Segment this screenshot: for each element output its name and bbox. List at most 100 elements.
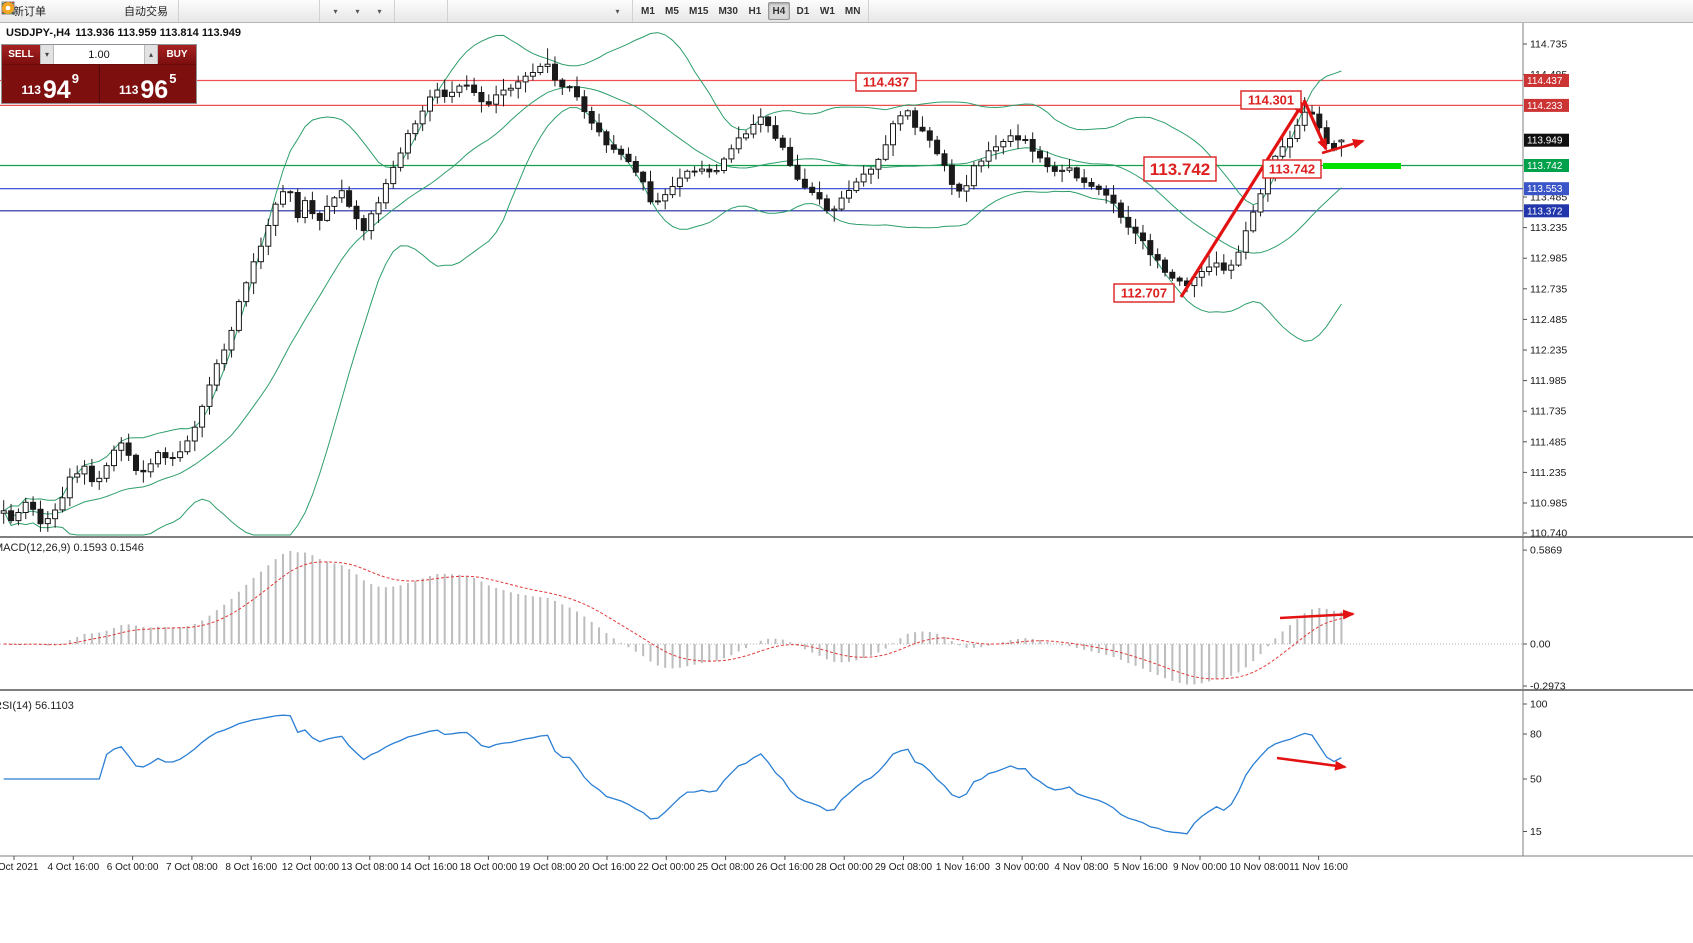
buy-price-sup: 5 [169, 71, 177, 86]
timeframe-m1-button[interactable]: M1 [641, 5, 655, 17]
svg-text:5 Nov 16:00: 5 Nov 16:00 [1114, 862, 1168, 873]
svg-text:4 Oct 16:00: 4 Oct 16:00 [47, 862, 99, 873]
svg-text:114.301: 114.301 [1248, 93, 1294, 108]
annotations[interactable]: 114.437 114.301 113.742 113.742 112.707 [855, 72, 1401, 771]
svg-text:11 Nov 16:00: 11 Nov 16:00 [1289, 862, 1348, 873]
sell-price-sup: 9 [71, 71, 79, 86]
sell-price-prefix: 113 [21, 83, 41, 97]
timeframe-mn-button[interactable]: MN [844, 5, 861, 17]
cursor-button[interactable] [4, 1, 421, 21]
svg-text:113.235: 113.235 [1530, 222, 1567, 234]
timeframe-w1-button[interactable]: W1 [819, 5, 835, 17]
timeframe-m5-button[interactable]: M5 [665, 5, 679, 17]
price-annotation-box[interactable]: 113.742 [1143, 156, 1217, 182]
svg-text:9 Nov 00:00: 9 Nov 00:00 [1173, 862, 1227, 873]
svg-text:13 Oct 08:00: 13 Oct 08:00 [341, 862, 399, 873]
trend-arrow[interactable] [1179, 101, 1305, 298]
buy-price-button[interactable]: 113 96 5 [100, 65, 197, 103]
vertical-line-tool-button[interactable] [7, 1, 474, 21]
text-tool-button[interactable]: A [4, 1, 584, 21]
fibonacci-tool-button[interactable] [2, 1, 562, 21]
timeframe-h4-button[interactable]: H4 [767, 2, 790, 20]
timeframe-h1-button[interactable]: H1 [748, 5, 762, 17]
trend-arrow[interactable] [1279, 609, 1355, 620]
svg-text:110.985: 110.985 [1530, 498, 1567, 510]
volume-input[interactable] [54, 45, 144, 64]
toolbar-group: ▾ ▾ ▾ [1, 0, 395, 22]
price-annotation-box[interactable]: 112.707 [1113, 283, 1175, 303]
buy-button[interactable]: BUY [158, 45, 196, 64]
price-annotation-box[interactable]: 113.742 [1262, 159, 1322, 179]
svg-text:20 Oct 16:00: 20 Oct 16:00 [578, 862, 636, 873]
svg-text:112.985: 112.985 [1530, 253, 1567, 265]
help-button[interactable]: ? [2, 1, 118, 21]
axis-price-tag-113.372: 113.372 [1524, 204, 1569, 218]
bar-chart-button[interactable] [2, 1, 205, 21]
chevron-down-icon: ▾ [377, 6, 382, 16]
macd-label: MACD(12,26,9) 0.1593 0.1546 [0, 542, 144, 554]
sell-price-button[interactable]: 113 94 9 [2, 65, 100, 103]
chevron-down-icon: ▾ [355, 6, 360, 16]
svg-text:15: 15 [1530, 826, 1542, 838]
autotrading-label: 自动交易 [124, 6, 168, 18]
trend-arrow[interactable] [1276, 756, 1347, 771]
line-chart-button[interactable] [1, 1, 249, 21]
channel-tool-button[interactable] [1, 1, 540, 21]
periods-button[interactable]: ▾ [2, 1, 368, 21]
label-tool-button[interactable]: T [4, 1, 606, 21]
svg-text:113.553: 113.553 [1527, 184, 1563, 195]
timeframe-d1-button[interactable]: D1 [796, 5, 810, 17]
charts-bar-button[interactable] [1, 1, 74, 21]
badge-icon [2, 2, 14, 14]
templates-button[interactable]: ▾ [1, 1, 390, 21]
symbol-period-label: USDJPY-,H4 [6, 27, 71, 39]
notification-button[interactable] [2, 1, 1552, 21]
trade-panel-controls: SELL ▾ ▴ BUY [2, 45, 196, 65]
volume-increase-button[interactable]: ▴ [144, 45, 158, 64]
tile-windows-button[interactable] [1, 1, 315, 21]
axis-price-tag-113.949: 113.949 [1524, 133, 1569, 147]
volume-decrease-button[interactable]: ▾ [40, 45, 54, 64]
trend-arrow[interactable] [1302, 99, 1328, 151]
arrows-tool-button[interactable]: ▾ [2, 1, 628, 21]
svg-text:28 Oct 00:00: 28 Oct 00:00 [816, 862, 874, 873]
chart-ohlc-title: USDJPY-,H4 113.936 113.959 113.814 113.94… [6, 27, 246, 39]
timeframe-m15-button[interactable]: M15 [689, 5, 709, 17]
svg-text:113.742: 113.742 [1150, 160, 1211, 179]
timeframe-m30-button[interactable]: M30 [718, 5, 738, 17]
svg-text:113.949: 113.949 [1527, 136, 1563, 147]
sell-button[interactable]: SELL [2, 45, 40, 64]
svg-text:12 Oct 00:00: 12 Oct 00:00 [282, 862, 340, 873]
svg-text:113.742: 113.742 [1269, 162, 1315, 177]
search-button[interactable] [1, 1, 1524, 21]
chevron-down-icon: ▾ [333, 6, 338, 16]
crosshair-button[interactable] [2, 1, 443, 21]
zoom-in-button[interactable] [1, 1, 271, 21]
svg-text:50: 50 [1530, 774, 1542, 786]
autotrading-button[interactable]: 自动交易 [4, 1, 174, 21]
price-annotation-box[interactable]: 114.301 [1240, 90, 1302, 110]
svg-text:112.235: 112.235 [1530, 345, 1567, 357]
indicators-button[interactable]: ▾ [1, 1, 346, 21]
candlestick-chart-button[interactable] [2, 1, 227, 21]
time-axis: 4 Oct 2021 4 Oct 16:00 6 Oct 00:00 7 Oct 08… [0, 856, 1348, 873]
candles [0, 48, 1345, 532]
svg-text:22 Oct 00:00: 22 Oct 00:00 [638, 862, 696, 873]
horizontal-line-tool-button[interactable] [2, 1, 496, 21]
navigator-button[interactable] [2, 1, 96, 21]
svg-text:3 Nov 00:00: 3 Nov 00:00 [995, 862, 1049, 873]
zoom-out-button[interactable] [1, 1, 293, 21]
svg-text:112.707: 112.707 [1121, 286, 1167, 301]
price-highlight-bar[interactable] [1323, 163, 1401, 169]
price-annotation-box[interactable]: 114.437 [855, 72, 917, 92]
rsi-panel: RSI(14) 56.1103 100 80 50 15 [0, 699, 1548, 839]
timeframe-group: M1 M5 M15 M30 H1 H4 D1 W1 MN [633, 0, 870, 22]
svg-text:19 Oct 08:00: 19 Oct 08:00 [519, 862, 577, 873]
svg-text:1 Nov 16:00: 1 Nov 16:00 [936, 862, 990, 873]
svg-text:8 Oct 16:00: 8 Oct 16:00 [225, 862, 277, 873]
trend-arrow[interactable] [1321, 139, 1365, 155]
trendline-tool-button[interactable] [2, 1, 518, 21]
svg-text:114.437: 114.437 [1527, 76, 1563, 87]
